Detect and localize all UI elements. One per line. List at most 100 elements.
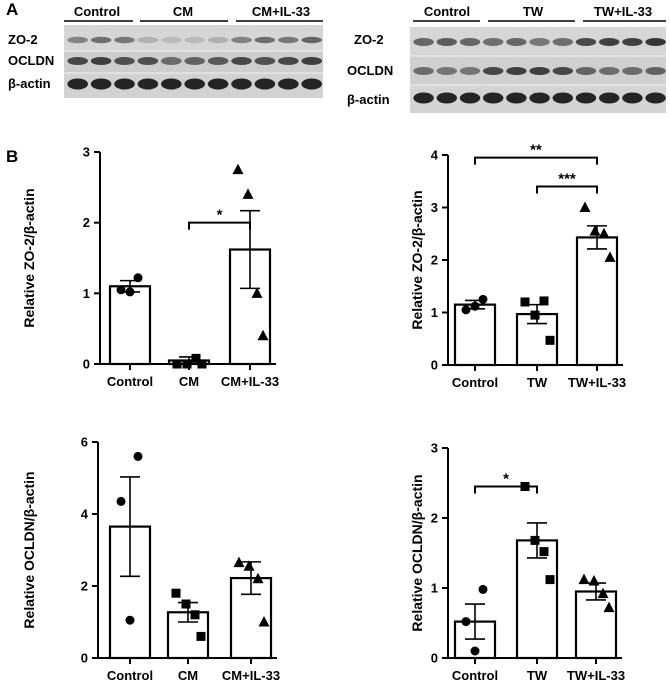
blot-left-band-ocldn-11 [301, 57, 322, 65]
x-tick-label: CM [179, 374, 199, 389]
data-point [579, 201, 591, 212]
blot-left-band-ocldn-10 [278, 57, 299, 65]
data-point [478, 584, 488, 594]
blot-left-band-ocldn-5 [161, 57, 182, 65]
data-point [461, 305, 471, 315]
blot-right-band-bactin-5 [506, 92, 527, 104]
blot-left-bands [67, 36, 322, 90]
bar [108, 285, 152, 366]
blot-right-band-ocldn-5 [506, 67, 527, 75]
blot-left-group-cm-il33: CM+IL-33 [252, 4, 310, 19]
data-point [133, 451, 143, 461]
blot-right-band-zo2-5 [506, 38, 527, 46]
blot-right-band-ocldn-9 [598, 67, 620, 75]
bar [453, 303, 497, 367]
blot-left-row-zo2: ZO-2 [8, 32, 38, 47]
blot-right-band-bactin-8 [575, 92, 597, 104]
blot-left-band-bactin-6 [184, 78, 205, 90]
data-point [242, 188, 254, 199]
data-point [257, 329, 269, 341]
chart-zo2-cm: 0 1 2 3 Relative ZO-2/β-actin Control CM CM+IL-… [21, 145, 279, 390]
data-point [520, 297, 530, 307]
chart-zo2-tw: 0 1 2 3 4 Relative ZO-2/β-actin Control TW TW+IL… [409, 142, 626, 390]
x-tick-label: Control [107, 374, 153, 389]
blot-right-band-zo2-11 [645, 38, 666, 46]
blot-right-band-ocldn-7 [552, 67, 574, 75]
data-point [530, 310, 540, 320]
blot-right-band-bactin-7 [552, 92, 574, 104]
blot-right-band-ocldn-4 [482, 67, 504, 75]
blot-right-band-bactin-10 [622, 92, 643, 104]
blot-left-band-ocldn-1 [67, 57, 88, 65]
blot-left-band-bactin-5 [161, 78, 182, 90]
data-point [470, 646, 480, 656]
blot-right-band-zo2-2 [436, 38, 458, 46]
y-axis-title: Relative OCLDN/β-actin [409, 474, 425, 631]
blot-right-band-zo2-8 [575, 38, 597, 46]
blot-right-band-zo2-7 [552, 38, 574, 46]
data-point [461, 617, 471, 627]
x-tick-label: Control [452, 668, 498, 683]
blot-right-band-zo2-4 [482, 38, 504, 46]
blot-right-row-bactin: β-actin [347, 92, 390, 107]
data-point [478, 294, 488, 304]
y-tick-label: 2 [81, 579, 88, 594]
y-tick-label: 0 [431, 651, 438, 666]
x-tick-label: Control [107, 668, 153, 683]
significance-bracket [536, 185, 598, 194]
blot-left-band-zo2-11 [301, 36, 322, 44]
blot-right-band-bactin-11 [645, 92, 666, 104]
data-point [252, 572, 264, 584]
blot-right-band-zo2-3 [459, 38, 481, 46]
blot-left-band-zo2-2 [90, 36, 112, 44]
y-tick-label: 4 [81, 507, 89, 522]
blot-right-band-bactin-3 [459, 92, 481, 104]
blot-left-band-zo2-3 [114, 36, 135, 44]
blot-left-band-bactin-1 [67, 78, 88, 90]
blot-left-band-bactin-10 [278, 78, 299, 90]
blot-right-bands [413, 38, 666, 104]
y-tick-label: 1 [431, 305, 438, 320]
data-point [470, 301, 480, 311]
blot-right-band-bactin-2 [436, 92, 458, 104]
data-point [578, 573, 590, 585]
blot-right-band-ocldn-11 [645, 67, 666, 75]
blot-right-band-zo2-9 [598, 38, 620, 46]
data-point [116, 496, 126, 506]
y-tick-label: 0 [81, 651, 88, 666]
y-axis-title: Relative OCLDN/β-actin [21, 471, 37, 628]
x-tick-label: CM [178, 668, 198, 683]
chart-ocldn-cm: 0 2 4 6 Relative OCLDN/β-actin Control CM CM+IL… [21, 435, 280, 684]
blot-left-band-ocldn-3 [114, 57, 135, 65]
blot-right-band-ocldn-10 [622, 67, 643, 75]
y-tick-label: 3 [83, 145, 90, 160]
data-point [539, 296, 549, 306]
blot-left-band-zo2-5 [161, 36, 182, 44]
blot-left-band-bactin-8 [231, 78, 252, 90]
y-axis-title: Relative ZO-2/β-actin [21, 188, 37, 327]
data-point [190, 610, 200, 620]
data-point [133, 273, 143, 283]
x-tick-label: TW+IL-33 [568, 375, 626, 390]
blot-right-group-control: Control [424, 4, 470, 19]
data-point [191, 353, 201, 363]
data-point [116, 285, 126, 295]
blot-left-band-bactin-4 [137, 78, 159, 90]
y-tick-label: 3 [431, 200, 438, 215]
blot-left-band-ocldn-7 [207, 57, 229, 65]
chart-ocldn-tw: 0 1 2 3 Relative OCLDN/β-actin Control TW TW+IL… [409, 441, 625, 684]
significance-label: * [503, 471, 509, 488]
data-point [233, 556, 245, 568]
blot-left-band-zo2-7 [207, 36, 229, 44]
blot-right-band-ocldn-8 [575, 67, 597, 75]
x-tick-label: TW+IL-33 [567, 668, 625, 683]
significance-bracket [474, 156, 598, 165]
blot-left-group-control: Control [74, 4, 120, 19]
bar [574, 590, 618, 660]
data-point [604, 251, 616, 262]
blot-left-row-ocldn: OCLDN [8, 53, 54, 68]
blot-right-band-ocldn-1 [413, 67, 434, 75]
blot-left-band-ocldn-6 [184, 57, 205, 65]
significance-bracket [188, 221, 251, 230]
data-point [597, 587, 609, 599]
